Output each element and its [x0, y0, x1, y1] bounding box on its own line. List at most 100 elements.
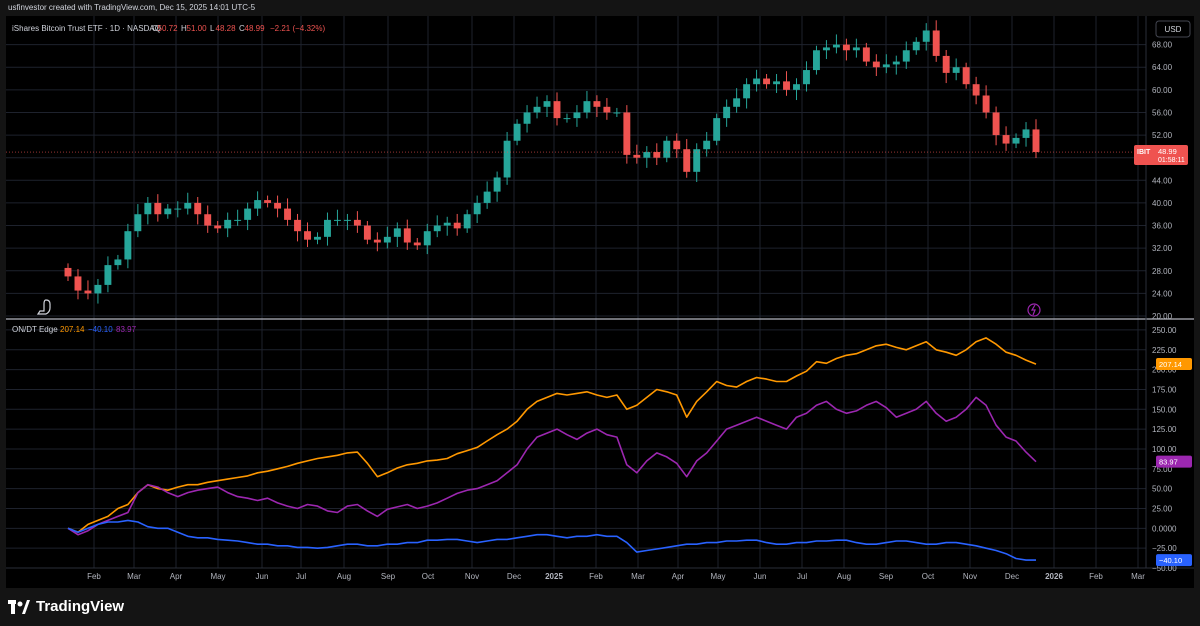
indicator-line-purple: [67, 396, 1037, 536]
candle-body: [723, 106, 731, 119]
candle-body: [274, 202, 282, 209]
candle-body: [932, 30, 940, 56]
price-tick-label: 56.00: [1152, 108, 1173, 117]
indicator-line-orange: [67, 337, 1037, 534]
candle-body: [64, 267, 72, 277]
candle-body: [304, 231, 311, 240]
time-tick-label: Jul: [797, 572, 807, 581]
candle-body: [164, 208, 172, 215]
indicator-value-3: 83.97: [116, 325, 137, 334]
candle-body: [423, 231, 431, 246]
candle-body: [74, 276, 82, 291]
candle-body: [972, 84, 980, 96]
candle-body: [773, 81, 780, 85]
last-price-label: [1134, 145, 1188, 166]
candle-body: [453, 222, 461, 229]
indicator-tick-label: 200.00: [1152, 366, 1177, 375]
lightning-icon[interactable]: [1027, 303, 1041, 317]
price-tick-label: 24.00: [1152, 289, 1173, 298]
price-tick-label: 52.00: [1152, 131, 1173, 140]
indicator-tick-label: −25.00: [1152, 544, 1177, 553]
chart-frame[interactable]: 68.0064.0060.0056.0052.0048.0044.0040.00…: [6, 16, 1194, 588]
candle-body: [463, 214, 471, 229]
candle-body: [673, 140, 681, 150]
footer-bar: TradingView: [0, 590, 1200, 626]
time-tick-label: Oct: [922, 572, 935, 581]
candle-body: [503, 140, 511, 178]
ohlc-open-label: O: [152, 24, 158, 33]
indicator-axis-label-blue: [1156, 554, 1192, 567]
price-tick-label: 40.00: [1152, 199, 1173, 208]
candle-body: [154, 202, 162, 215]
time-tick-label: Jun: [754, 572, 767, 581]
candle-body: [104, 265, 112, 285]
dino-icon[interactable]: [36, 299, 51, 315]
candle-body: [184, 202, 192, 209]
candle-body: [94, 284, 102, 294]
time-tick-label: Apr: [672, 572, 685, 581]
candle-body: [124, 231, 132, 260]
candle-body: [753, 78, 761, 85]
last-price-countdown: 01:58:11: [1158, 157, 1185, 164]
indicator-tick-label: −50.00: [1152, 564, 1177, 573]
indicator-axis-label-orange: [1156, 358, 1192, 371]
time-tick-label: Nov: [465, 572, 479, 581]
time-tick-label: Dec: [1005, 572, 1019, 581]
time-tick-label: 2025: [545, 572, 563, 581]
chart-canvas[interactable]: 68.0064.0060.0056.0052.0048.0044.0040.00…: [6, 16, 1194, 588]
currency-button[interactable]: [1155, 20, 1191, 38]
candle-body: [353, 219, 361, 226]
indicator-tick-label: 75.00: [1152, 465, 1173, 474]
candle-body: [473, 202, 481, 215]
time-tick-label: Aug: [337, 572, 351, 581]
indicator-tick-label: 150.00: [1152, 405, 1177, 414]
candle-body: [1022, 129, 1030, 138]
candle-body: [633, 154, 641, 158]
ohlc-low-value: 48.28: [216, 24, 237, 33]
candle-body: [902, 50, 910, 62]
candle-body: [912, 41, 920, 51]
time-tick-label: Mar: [1131, 572, 1145, 581]
candle-body: [114, 259, 122, 266]
indicator-value-1: 207.14: [60, 325, 85, 334]
candle-body: [314, 236, 321, 240]
candle-body: [713, 118, 721, 141]
candle-body: [294, 219, 301, 232]
candle-body: [703, 140, 711, 150]
candle-body: [264, 200, 272, 203]
candle-body: [523, 112, 531, 124]
candle-body: [922, 30, 930, 42]
candle-body: [583, 101, 591, 113]
indicator-tick-label: 50.00: [1152, 485, 1173, 494]
currency-button-label: USD: [1165, 25, 1182, 34]
time-tick-label: Mar: [127, 572, 141, 581]
candle-body: [613, 112, 621, 114]
time-tick-label: Jun: [256, 572, 269, 581]
candle-body: [244, 208, 252, 220]
candle-body: [793, 84, 800, 90]
price-tick-label: 32.00: [1152, 244, 1173, 253]
brand-name: TradingView: [36, 598, 125, 615]
attribution-bar: usfinvestor created with TradingView.com…: [0, 0, 1200, 16]
candle-body: [363, 225, 371, 240]
candle-body: [204, 214, 212, 226]
candle-body: [643, 152, 651, 158]
candle-body: [433, 225, 441, 232]
candle-body: [663, 140, 671, 158]
candle-body: [413, 242, 421, 246]
time-tick-label: Dec: [507, 572, 521, 581]
indicator-axis-label-blue-text: −40.10: [1159, 556, 1182, 565]
time-tick-label: May: [710, 572, 725, 581]
time-tick-label: Feb: [1089, 572, 1103, 581]
candle-body: [862, 47, 870, 62]
candle-body: [803, 70, 810, 85]
indicator-axis-label-orange-text: 207.14: [1159, 360, 1182, 369]
candle-body: [623, 112, 631, 155]
tradingview-logo[interactable]: TradingView: [8, 598, 124, 615]
candle-body: [403, 228, 411, 243]
ohlc-high-value: 51.00: [187, 24, 208, 33]
candle-body: [383, 236, 391, 243]
indicator-tick-label: 0.0000: [1152, 524, 1177, 533]
candle-body: [543, 101, 551, 107]
last-price-value: 48.99: [1158, 147, 1177, 156]
